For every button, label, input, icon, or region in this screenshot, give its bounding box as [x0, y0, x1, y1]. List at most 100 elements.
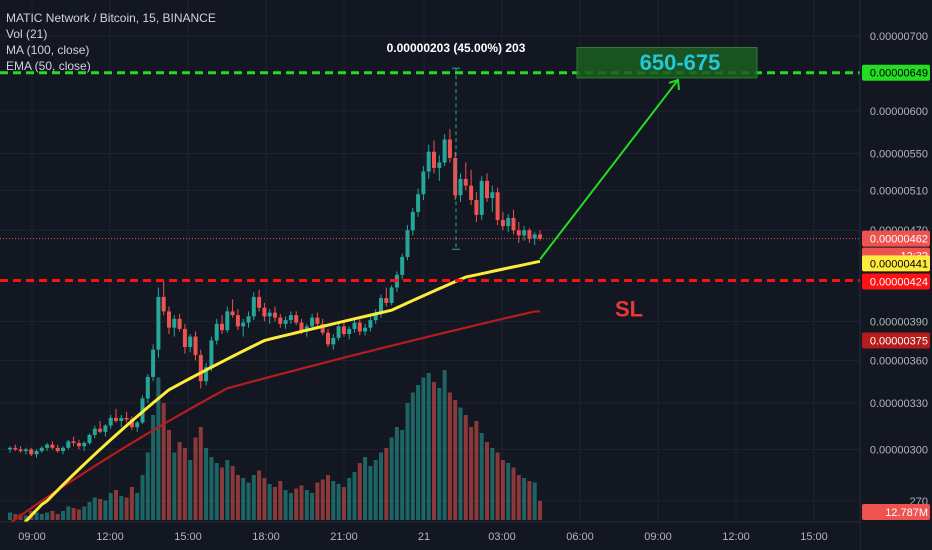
- candle-body: [400, 256, 405, 275]
- time-tick-label: 18:00: [252, 531, 280, 543]
- time-tick-label: 15:00: [174, 531, 202, 543]
- volume-bar: [363, 457, 368, 520]
- candle-body: [432, 151, 436, 168]
- volume-bar: [45, 512, 50, 520]
- candle-body: [326, 332, 330, 345]
- candle-body: [230, 311, 235, 316]
- time-tick-label: 12:00: [722, 531, 750, 543]
- projection-arrowhead: [668, 78, 680, 91]
- candle-body: [167, 311, 171, 328]
- time-tick-label: 03:00: [488, 531, 516, 543]
- candle-body: [288, 315, 293, 321]
- volume-bar: [92, 497, 97, 520]
- volume-bar: [145, 452, 150, 520]
- candle-body: [379, 298, 383, 314]
- volume-bar: [135, 493, 140, 520]
- volume-bar: [458, 407, 463, 520]
- candle-body: [442, 139, 447, 163]
- legend-ma[interactable]: MA (100, close): [6, 43, 90, 57]
- candle-body: [453, 157, 458, 196]
- volume-bar: [18, 514, 23, 520]
- candle-body: [373, 313, 378, 321]
- candle-body: [506, 217, 511, 227]
- volume-bar: [34, 512, 39, 520]
- candle-body: [92, 428, 97, 436]
- candle-body: [474, 200, 479, 215]
- price-tick-label: 0.00000330: [870, 398, 928, 410]
- candle-body: [156, 296, 161, 350]
- time-tick-label: 21: [418, 531, 430, 543]
- candle-body: [119, 417, 124, 421]
- candle-body: [389, 287, 394, 303]
- candle-body: [246, 316, 251, 323]
- candle-body: [320, 323, 325, 333]
- candle-body: [124, 417, 129, 420]
- candle-body: [516, 230, 521, 236]
- candle-body: [405, 230, 410, 257]
- time-tick-label: 21:00: [330, 531, 358, 543]
- volume-bar: [336, 484, 341, 520]
- volume-bar: [241, 478, 246, 520]
- volume-bar: [225, 460, 230, 520]
- volume-bar: [235, 475, 240, 520]
- volume-bar: [257, 470, 262, 520]
- candle-body: [82, 442, 87, 447]
- volume-bar: [167, 430, 171, 520]
- target-zone[interactable]: [576, 47, 758, 79]
- volume-bar: [273, 487, 277, 520]
- time-axis[interactable]: 09:00 12:00 15:00 18:00 21:00 21 03:00 06:00 09:…: [0, 521, 860, 550]
- candle-body: [177, 318, 182, 329]
- target-price-tag-bg: [862, 64, 930, 81]
- candle-body: [416, 194, 421, 212]
- candle-body: [426, 151, 431, 172]
- chart-legend: MATIC Network / Bitcoin, 15, BINANCE Vol…: [6, 10, 216, 74]
- legend-symbol[interactable]: MATIC Network / Bitcoin, 15, BINANCE: [6, 11, 216, 25]
- candle-body: [485, 180, 489, 199]
- volume-bar: [490, 448, 495, 520]
- volume-bar: [511, 467, 516, 520]
- legend-ema[interactable]: EMA (50, close): [6, 59, 91, 73]
- ma-price-tag: 0.00000441: [870, 258, 928, 270]
- volume-bar: [119, 496, 124, 520]
- candle-body: [241, 322, 246, 327]
- volume-bar: [394, 427, 399, 520]
- time-axis-background: [0, 522, 860, 550]
- candle-body: [209, 340, 214, 368]
- candle-body: [495, 192, 500, 220]
- volume-bar: [61, 511, 65, 520]
- projection-arrow: [539, 79, 679, 260]
- candle-body: [135, 422, 140, 428]
- price-tags: 0.000006490.0000046212:320.000004410.000…: [862, 64, 930, 520]
- volume-bar: [341, 487, 346, 520]
- volume-bar: [23, 515, 28, 520]
- volume-bar: [177, 442, 182, 520]
- volume-tag-bg: [862, 504, 930, 520]
- volume-bar: [87, 502, 92, 520]
- volume-bar: [182, 448, 187, 520]
- volume-bar: [352, 472, 357, 520]
- time-tick-label: 15:00: [800, 531, 828, 543]
- volume-bar: [172, 452, 177, 520]
- volume-tag: 12.787M: [885, 507, 928, 519]
- candle-body: [23, 449, 28, 452]
- target-label: 650-675: [640, 50, 721, 75]
- volume-bar: [469, 427, 474, 520]
- candle-body: [76, 442, 81, 447]
- volume-bar: [108, 493, 113, 520]
- last-price-tag-bg: [862, 230, 930, 247]
- candle-body: [278, 317, 283, 324]
- price-tick-label: 0.00000390: [870, 316, 928, 328]
- measure-label: 0.00000203 (45.00%) 203: [387, 41, 526, 55]
- legend-volume[interactable]: Vol (21): [6, 27, 48, 41]
- price-tick-label: 0.00000600: [870, 106, 928, 118]
- candle-body: [103, 425, 108, 432]
- volume-bar: [506, 463, 511, 520]
- volume-bar: [76, 509, 81, 520]
- ma-price-tag-bg: [862, 255, 930, 272]
- volume-bar: [315, 482, 320, 520]
- volume-bar: [188, 460, 193, 520]
- volume-bar: [426, 373, 431, 520]
- volume-bar: [347, 478, 352, 520]
- candle-body: [336, 326, 341, 338]
